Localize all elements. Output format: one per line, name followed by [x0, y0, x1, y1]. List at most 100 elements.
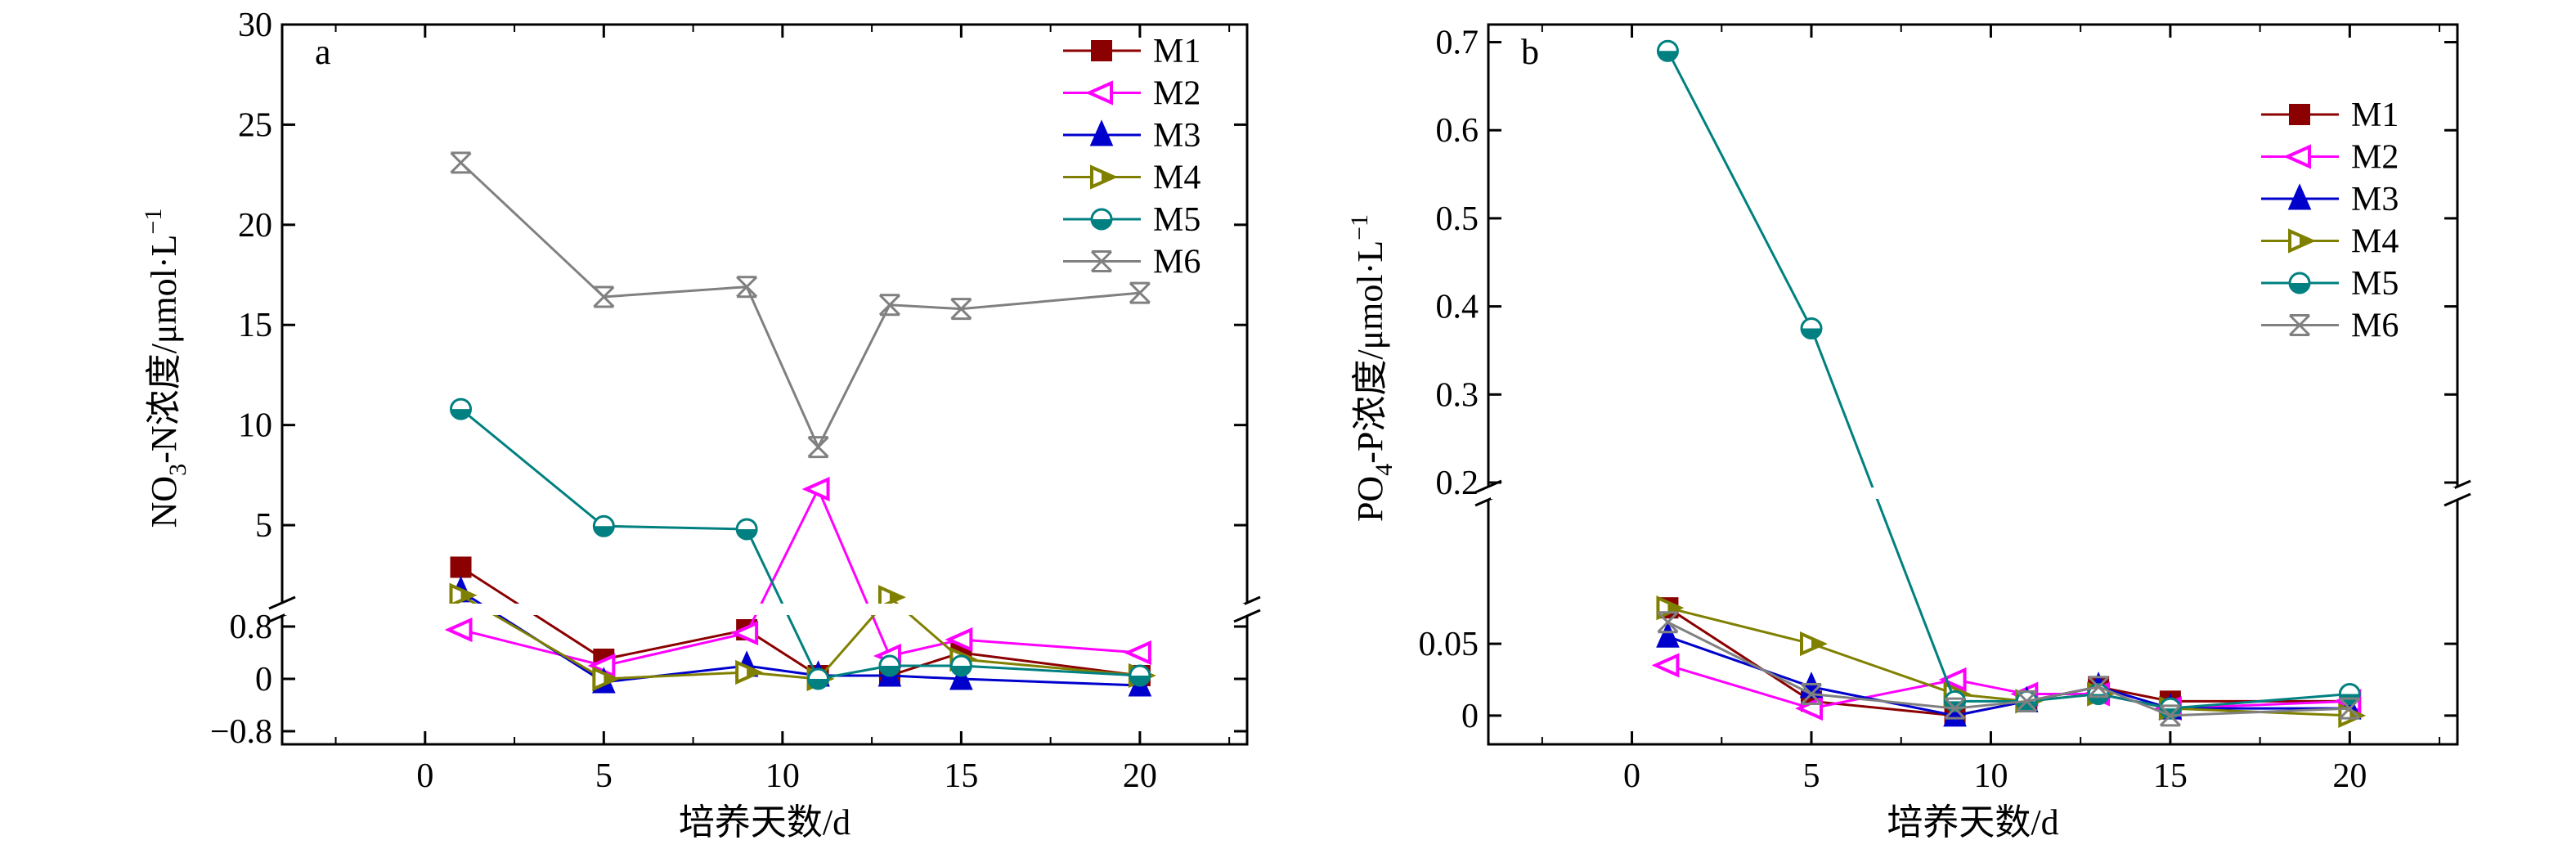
data-point-M5-fill: [451, 409, 471, 420]
data-point-M4-fill: [1811, 639, 1824, 649]
y-tick-label: 20: [238, 207, 272, 245]
y-tick-label: 0: [255, 661, 272, 699]
legend-marker-M6: [1090, 250, 1113, 272]
legend-label-M1: M1: [1153, 33, 1200, 70]
x-tick-label: 20: [1123, 757, 1157, 795]
data-point-M6: [950, 298, 972, 321]
x-tick-label: 20: [2332, 757, 2367, 795]
x-tick-label: 15: [944, 757, 978, 795]
series-line-M5: [1667, 50, 2350, 710]
y-tick-label: 0.7: [1436, 25, 1479, 62]
legend-marker-M5-fill: [2290, 283, 2309, 293]
data-point-M2: [1123, 640, 1151, 666]
x-tick-label: 0: [416, 757, 433, 795]
data-point-M2: [730, 620, 759, 646]
series-line-M1: [460, 566, 1141, 677]
y-axis-label: NO3-N浓度/μmol·L−1: [140, 209, 191, 528]
x-axis-label: 培养天数/d: [679, 802, 850, 842]
y-axis-label: PO4-P浓度/μmol·L−1: [1346, 214, 1398, 522]
x-tick-label: 15: [2153, 757, 2188, 795]
data-point-M4-fill: [460, 590, 473, 600]
data-point-M3: [949, 663, 973, 690]
series-M4: [1656, 595, 2367, 728]
legend-label-M3: M3: [2351, 181, 2399, 218]
series-line-M5: [460, 407, 1140, 681]
legend-marker-M2: [2283, 144, 2311, 169]
axis-break-gap: [278, 602, 286, 617]
data-point-M6: [2088, 676, 2110, 699]
data-point-M2: [1651, 653, 1680, 678]
data-point-M6: [1657, 611, 1679, 634]
data-point-M5-fill: [594, 526, 614, 537]
data-point-M6: [878, 294, 901, 317]
series-M3: [1656, 621, 2362, 727]
legend-label-M2: M2: [2351, 139, 2399, 177]
series-M6: [1657, 611, 2361, 727]
y-tick-label: −0.8: [210, 713, 272, 751]
data-point-M6: [2016, 690, 2038, 712]
data-point-M4-fill: [747, 667, 760, 677]
data-point-M6: [736, 276, 758, 299]
data-point-M4-fill: [1667, 603, 1681, 613]
legend-marker-M6: [2288, 314, 2311, 336]
y-tick-label: 10: [238, 407, 272, 445]
series-line-M4: [1667, 606, 2350, 717]
data-point-M2: [444, 617, 473, 643]
data-point-M6: [450, 151, 472, 174]
data-point-M6: [2339, 697, 2361, 720]
axis-break-gap: [2453, 486, 2462, 501]
y-tick-label: 0.6: [1436, 112, 1479, 150]
legend-marker-M1: [2289, 104, 2310, 125]
y-tick-label: 30: [238, 7, 272, 44]
legend-label-M4: M4: [1153, 159, 1200, 197]
data-point-M5-fill: [951, 666, 972, 676]
x-axis-label: 培养天数/d: [1887, 802, 2058, 842]
legend-marker-M1: [1091, 40, 1112, 61]
series-M5: [1656, 39, 2361, 720]
legend-label-M5: M5: [1153, 201, 1200, 239]
x-tick-label: 5: [1803, 757, 1820, 795]
axis-break-band: [285, 604, 1245, 615]
axis-break-mark: [268, 595, 296, 610]
data-point-M6: [1944, 697, 1966, 720]
data-point-M5-fill: [808, 679, 828, 690]
data-point-M3: [1656, 621, 1680, 648]
series-M2: [444, 476, 1151, 679]
plot-frame: [1487, 23, 2459, 746]
legend-label-M2: M2: [1153, 75, 1200, 113]
axis-break-band: [1491, 487, 2455, 499]
legend-marker-M4-fill: [2300, 236, 2312, 246]
legend: M1 M2 M3 M4 M5 M6: [2261, 97, 2399, 345]
y-tick-label: 5: [255, 507, 272, 545]
data-point-M6: [2159, 704, 2181, 727]
chart-panel-a: 0 5 10 15 20 −0.8 0 0.8 5 10 15 20 25 30 培养天数/d NO3-N浓度…: [140, 7, 1261, 842]
legend-label-M1: M1: [2351, 97, 2399, 134]
y-tick-label: 0.05: [1419, 626, 1479, 663]
legend-label-M3: M3: [1153, 117, 1200, 155]
y-tick-label: 15: [238, 307, 272, 344]
axis-break-gap: [1484, 486, 1492, 501]
axis-break-mark: [2444, 492, 2471, 507]
data-point-M5-fill: [879, 666, 900, 676]
legend-marker-M4-fill: [1102, 172, 1114, 182]
plot-frame: [280, 23, 1249, 746]
y-tick-label: 0: [1461, 698, 1479, 735]
y-tick-label: 25: [238, 106, 272, 144]
panel-label: b: [1521, 32, 1539, 72]
data-point-M5-fill: [1658, 51, 1678, 61]
y-tick-label: 0.8: [230, 609, 273, 646]
axis-break-mark: [1233, 609, 1261, 623]
data-point-M6: [593, 285, 615, 308]
legend-label-M5: M5: [2351, 265, 2399, 303]
legend-label-M4: M4: [2351, 223, 2399, 261]
legend-marker-M3: [2287, 183, 2312, 210]
data-point-M5-fill: [2017, 701, 2037, 712]
panel-label: a: [315, 32, 331, 72]
axis-break-gap: [1243, 602, 1251, 617]
y-tick-label: 0.5: [1436, 200, 1479, 238]
legend-marker-M2: [1085, 80, 1113, 106]
chart-panel-b: 0 5 10 15 20 0 0.05 0.2 0.3 0.4 0.5 0.6 0.7 培养天数/d PO4…: [1346, 23, 2471, 842]
series-M1: [1657, 597, 2361, 726]
data-point-M6: [807, 436, 829, 459]
